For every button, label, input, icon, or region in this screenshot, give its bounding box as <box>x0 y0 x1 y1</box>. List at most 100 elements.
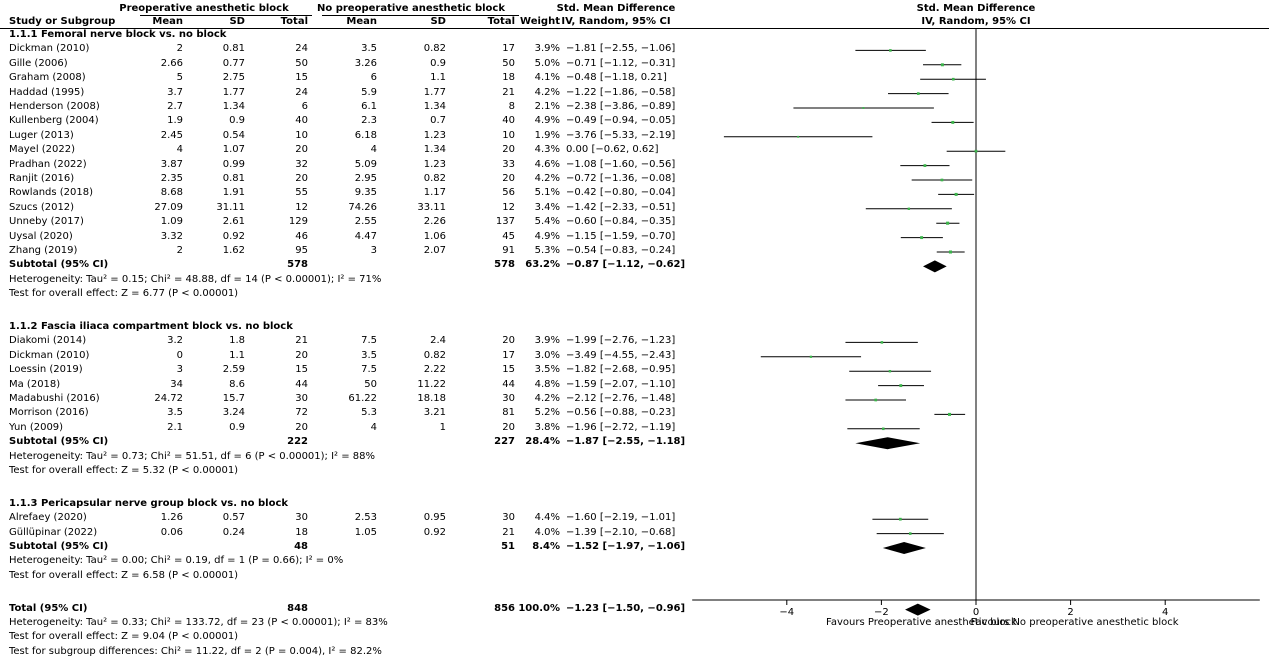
study-name: Güllüpinar (2022) <box>9 526 98 538</box>
study-m2: 7.5 <box>361 335 377 347</box>
group2-underline <box>322 15 519 16</box>
study-sd1: 0.9 <box>229 421 245 433</box>
study-sd1: 0.9 <box>229 115 245 127</box>
study-ci: −0.60 [−0.84, −0.35] <box>566 216 676 228</box>
study-point <box>948 412 952 416</box>
study-n2: 20 <box>502 421 515 433</box>
pooled-diamond <box>923 260 947 273</box>
study-m2: 3.26 <box>354 57 377 69</box>
study-sd2: 1.23 <box>423 158 446 170</box>
study-ci: −0.72 [−1.36, −0.08] <box>566 173 676 184</box>
study-weight: 3.9% <box>534 335 560 347</box>
study-sd2: 0.82 <box>423 349 446 361</box>
study-n2: 21 <box>502 526 515 538</box>
study-point <box>954 192 958 196</box>
total-n2: 856 <box>494 602 515 614</box>
study-name: Szucs (2012) <box>9 201 75 213</box>
study-sd1: 0.77 <box>222 57 245 69</box>
study-n2: 30 <box>502 512 515 524</box>
study-m1: 3 <box>176 364 183 376</box>
study-weight: 5.4% <box>534 216 560 228</box>
total-overall-effect: Test for overall effect: Z = 9.04 (P < 0… <box>9 631 239 643</box>
study-ci: −0.56 [−0.88, −0.23] <box>566 407 676 419</box>
study-n1: 6 <box>301 101 308 112</box>
study-sd2: 0.82 <box>423 43 446 55</box>
study-n2: 17 <box>502 349 515 361</box>
study-ci: −0.71 [−1.12, −0.31] <box>566 57 676 69</box>
study-ci: −1.82 [−2.68, −0.95] <box>566 364 676 376</box>
study-sd1: 0.54 <box>222 129 245 141</box>
study-point <box>916 92 920 95</box>
study-point <box>888 369 892 373</box>
study-sd2: 1.23 <box>423 129 446 141</box>
study-weight: 4.2% <box>534 173 560 184</box>
study-m1: 3.32 <box>160 230 183 242</box>
plot-effect-title: Std. Mean Difference <box>916 3 1036 14</box>
study-m1: 5 <box>176 72 183 84</box>
study-sd1: 0.81 <box>222 173 245 184</box>
study-weight: 5.1% <box>534 187 560 199</box>
study-weight: 4.2% <box>534 86 560 98</box>
study-n1: 40 <box>295 115 308 127</box>
study-m1: 3.87 <box>160 158 183 170</box>
total-n1: 848 <box>287 602 308 614</box>
study-name: Pradhan (2022) <box>9 158 87 170</box>
study-m2: 4.47 <box>354 230 377 242</box>
study-n1: 95 <box>295 245 308 256</box>
col-effect-method: IV, Random, 95% CI <box>561 16 671 27</box>
study-m2: 3.5 <box>361 349 377 361</box>
subtotal-weight: 8.4% <box>532 541 560 552</box>
study-sd1: 2.61 <box>222 216 245 228</box>
study-m2: 5.9 <box>361 86 377 98</box>
study-weight: 5.3% <box>534 245 560 256</box>
study-n1: 50 <box>295 57 308 69</box>
study-weight: 4.6% <box>534 158 560 170</box>
heterogeneity-text: Heterogeneity: Tau² = 0.15; Chi² = 48.88… <box>9 273 382 285</box>
study-sd2: 0.82 <box>423 173 446 184</box>
subtotal-n2: 51 <box>501 541 515 552</box>
x-tick-label: −2 <box>874 607 889 618</box>
favours-right-label: Favours No preoperative anesthetic block <box>971 617 1179 628</box>
study-n1: 20 <box>295 144 308 156</box>
study-m1: 2 <box>176 43 183 55</box>
study-n2: 20 <box>502 144 515 156</box>
study-name: Henderson (2008) <box>9 101 100 112</box>
study-point <box>923 164 927 168</box>
study-ci: −1.81 [−2.55, −1.06] <box>566 43 676 55</box>
col-mean1: Mean <box>152 16 183 27</box>
col-effect-title: Std. Mean Difference <box>556 3 676 14</box>
study-sd2: 2.22 <box>423 364 446 376</box>
subtotal-n2: 227 <box>494 436 515 448</box>
study-m2: 2.55 <box>354 216 377 228</box>
study-sd2: 3.21 <box>423 407 446 419</box>
heterogeneity-text: Heterogeneity: Tau² = 0.00; Chi² = 0.19,… <box>9 555 344 567</box>
study-m1: 27.09 <box>154 201 183 213</box>
study-sd2: 0.92 <box>423 526 446 538</box>
study-point <box>880 341 884 344</box>
study-name: Madabushi (2016) <box>9 393 100 404</box>
study-ci: −1.60 [−2.19, −1.01] <box>566 512 676 524</box>
heterogeneity-text: Heterogeneity: Tau² = 0.73; Chi² = 51.51… <box>9 450 376 462</box>
overall-effect-text: Test for overall effect: Z = 6.58 (P < 0… <box>9 569 239 581</box>
subtotal-n2: 578 <box>494 259 515 271</box>
study-point <box>882 427 885 431</box>
subtotal-label: Subtotal (95% CI) <box>9 541 109 552</box>
study-name: Diakomi (2014) <box>9 335 87 347</box>
col-weight: Weight <box>520 16 560 27</box>
study-name: Haddad (1995) <box>9 86 85 98</box>
study-m2: 74.26 <box>348 201 377 213</box>
study-m1: 0 <box>176 349 183 361</box>
overall-effect-text: Test for overall effect: Z = 6.77 (P < 0… <box>9 288 239 300</box>
study-ci: −3.49 [−4.55, −2.43] <box>566 349 676 361</box>
study-sd1: 2.59 <box>222 364 245 376</box>
header-rule <box>0 28 1269 29</box>
pooled-diamond <box>855 437 921 450</box>
study-name: Loessin (2019) <box>9 364 83 376</box>
col-study: Study or Subgroup <box>9 16 116 27</box>
study-n1: 72 <box>295 407 308 419</box>
study-sd1: 1.1 <box>229 349 245 361</box>
study-point <box>948 250 952 254</box>
study-m2: 4 <box>370 144 377 156</box>
study-weight: 5.2% <box>534 407 560 419</box>
study-m2: 6.18 <box>354 129 377 141</box>
